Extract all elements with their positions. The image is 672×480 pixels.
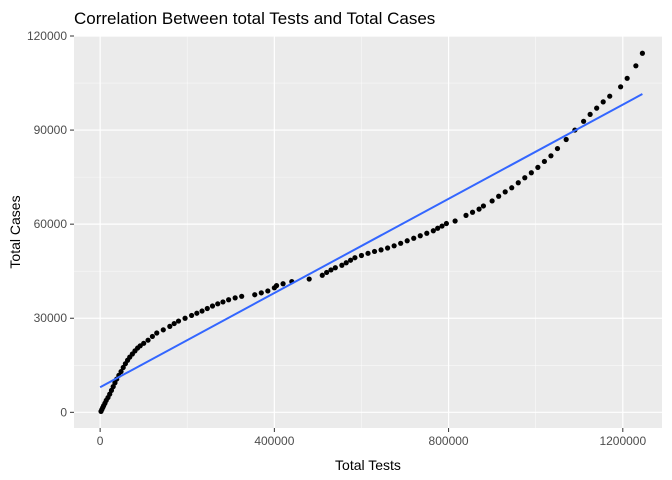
major-gridlines [74,35,662,428]
data-point [145,337,151,343]
data-point [171,320,177,327]
data-point [404,238,410,244]
data-point [154,330,160,336]
data-point [480,203,487,209]
data-point [391,243,397,249]
data-point [587,111,593,117]
data-point [339,262,345,268]
data-point [443,220,449,227]
data-point [324,269,330,276]
data-point [509,185,515,191]
data-point [607,93,613,99]
y-axis-ticks: 0 30000 60000 90000 120000 [27,29,74,419]
data-point [581,118,587,124]
data-point [189,312,195,319]
data-point [215,301,221,307]
data-point [371,248,378,255]
data-point [239,293,245,299]
data-point [502,189,508,195]
data-point [563,136,569,143]
x-tick-label: 0 [97,434,104,448]
data-point [232,295,238,301]
x-axis-ticks: 0 400000 800000 1200000 [97,428,646,448]
y-tick-label: 0 [60,405,67,419]
x-tick-label: 400000 [254,434,294,448]
data-point [600,99,606,105]
data-point [417,233,423,239]
trend-line [99,93,643,389]
data-point [306,276,312,282]
data-point [182,315,188,321]
data-point [378,247,384,253]
plot-panel [74,36,662,428]
data-point [204,305,210,312]
data-point [273,283,280,289]
data-point [118,368,124,375]
data-point [435,225,441,231]
data-point [424,230,430,236]
y-tick-label: 60000 [34,217,68,231]
data-point [265,288,271,294]
data-point [535,164,541,170]
trend-line-layer [99,93,643,389]
data-point [141,340,147,346]
y-tick-label: 90000 [34,123,68,137]
data-point [624,75,630,81]
data-point [594,105,600,111]
data-point [548,153,554,159]
minor-gridlines [74,36,662,428]
data-point [220,299,226,305]
data-points [98,50,646,414]
data-point [194,310,200,316]
data-point [463,212,469,218]
data-point [541,158,548,165]
data-point [160,327,166,333]
data-point [358,252,365,259]
y-tick-label: 120000 [27,29,67,43]
data-point [411,235,417,241]
y-axis-title: Total Cases [7,195,23,268]
data-point [489,198,495,204]
data-point [120,364,126,371]
data-point [343,260,349,266]
data-point [554,145,561,152]
data-point [633,63,639,69]
chart-title: Correlation Between total Tests and Tota… [74,9,435,28]
data-point [252,292,258,298]
data-point [209,303,216,309]
data-point [452,218,458,224]
data-point [439,223,445,229]
data-point [347,257,354,263]
data-point [639,50,646,56]
data-point [618,84,624,90]
data-point [385,245,391,251]
data-point [469,209,476,215]
data-point [352,255,358,261]
data-point [167,323,173,329]
data-point [332,265,338,271]
data-point [522,175,528,181]
data-point [476,206,482,212]
data-point [365,250,371,256]
data-point [258,290,264,296]
data-point [496,193,502,199]
data-point [328,267,334,273]
x-axis-title: Total Tests [335,457,401,473]
data-point [175,318,182,324]
data-point [280,281,286,287]
data-point [226,297,232,303]
data-point [149,333,155,340]
x-tick-label: 1200000 [599,434,646,448]
data-point [199,308,205,314]
data-point [319,272,325,278]
data-point [515,180,521,186]
data-point [528,170,534,176]
data-point [398,240,404,246]
y-tick-label: 30000 [34,311,68,325]
x-tick-label: 800000 [429,434,469,448]
data-point [430,228,436,234]
